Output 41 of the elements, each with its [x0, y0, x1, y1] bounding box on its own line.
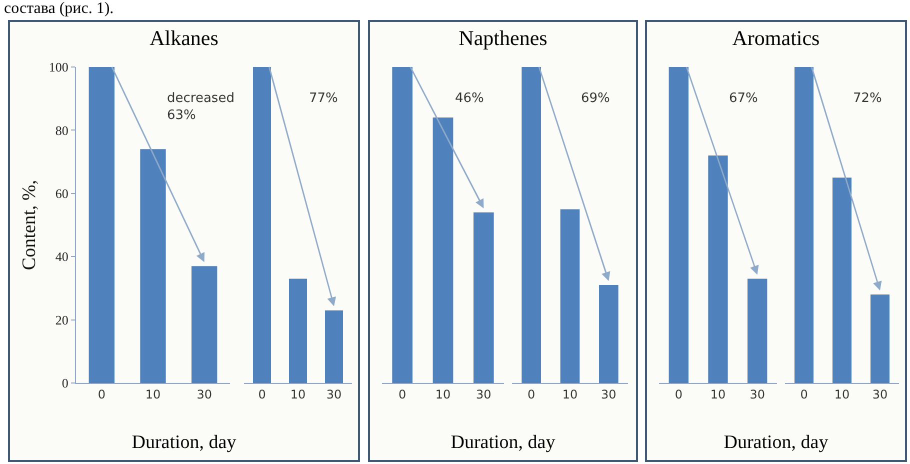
- annotation: 46%: [455, 91, 484, 106]
- x-tick-label: 30: [601, 387, 616, 402]
- x-tick-label: 30: [750, 387, 765, 402]
- x-tick-label: 0: [398, 387, 406, 402]
- annotation: 77%: [309, 91, 338, 106]
- x-tick-label: 10: [562, 387, 578, 402]
- bar: [192, 266, 218, 383]
- x-tick-label: 0: [258, 387, 266, 402]
- x-tick-label: 10: [145, 387, 161, 402]
- x-tick-label: 10: [710, 387, 726, 402]
- y-axis-title: Content, %,: [18, 180, 40, 270]
- y-tick-label: 0: [62, 376, 68, 391]
- chart-title: Napthenes: [458, 26, 548, 51]
- x-axis-title: Duration, day: [722, 432, 830, 454]
- x-tick-label: 0: [528, 387, 536, 402]
- x-tick-label: 30: [872, 387, 888, 402]
- annotation: 72%: [853, 91, 882, 106]
- x-axis-title: Duration, day: [450, 432, 556, 454]
- annotation: 67%: [729, 91, 758, 106]
- chart-title: Alkanes: [148, 26, 220, 51]
- text: состава (рис. 1).: [4, 0, 114, 18]
- annotation: 69%: [581, 91, 610, 106]
- x-tick-label: 10: [435, 387, 451, 402]
- bar: [140, 149, 166, 383]
- y-tick-label: 60: [55, 186, 68, 201]
- x-tick-label: 10: [834, 387, 850, 402]
- chart-title: Aromatics: [731, 26, 821, 51]
- x-tick-label: 30: [196, 387, 212, 402]
- y-tick-label: 80: [55, 122, 68, 138]
- annotation: decreased 63%: [167, 91, 234, 123]
- y-tick-label: 100: [48, 60, 68, 75]
- y-tick-label: 40: [55, 249, 68, 264]
- x-tick-label: 30: [476, 387, 492, 402]
- x-tick-label: 0: [674, 387, 682, 402]
- x-tick-label: 0: [98, 387, 106, 402]
- x-axis-title: Duration, day: [130, 432, 238, 454]
- y-tick-label: 20: [55, 312, 68, 328]
- bar: [88, 67, 114, 383]
- x-tick-label: 0: [800, 387, 808, 402]
- x-tick-label: 10: [290, 387, 306, 402]
- x-tick-label: 30: [326, 387, 342, 402]
